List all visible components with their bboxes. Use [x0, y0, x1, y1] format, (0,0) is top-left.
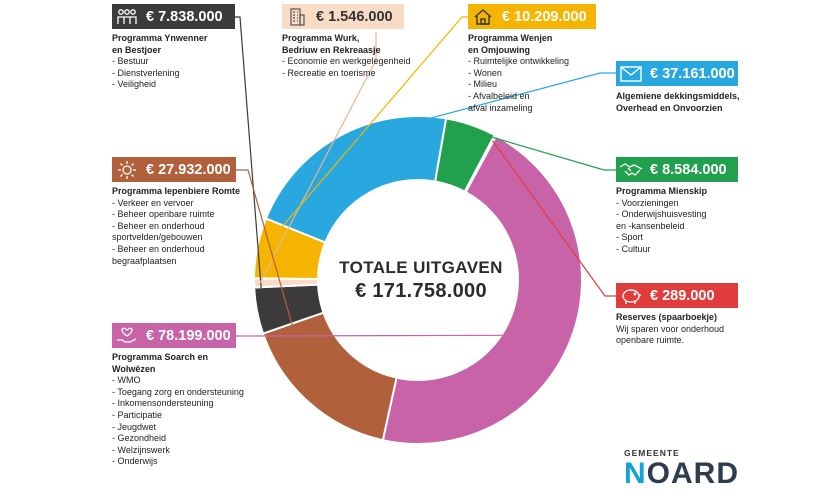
desc-reserves: Wij sparen voor onderhoud openbare ruimt… [616, 323, 725, 346]
list-item-iepenbiere: Verkeer en vervoer [112, 198, 240, 210]
logo-top-text: GEMEENTE [624, 448, 680, 458]
leader-line [468, 129, 616, 171]
info-wurk: Programma Wurk, Bedriuw en Rekreaasje Ec… [282, 33, 411, 79]
list-item-soarch: Jeugdwet [112, 422, 244, 434]
piggy-bank-icon [616, 283, 646, 308]
house-icon [468, 4, 498, 29]
list-item-soarch: Inkomensondersteuning [112, 398, 244, 410]
heading-iepenbiere: Programma Iepenbiere Romte [112, 186, 241, 196]
heading-soarch: Programma Soarch en Wolwêzen [112, 352, 209, 374]
heading-reserves: Reserves (spaarboekje) [616, 312, 718, 322]
list-soarch: WMOToegang zorg en ondersteuningInkomens… [112, 375, 244, 468]
info-algemien: Algemiene dekkingsmiddels, Overhead en O… [616, 91, 740, 114]
list-item-soarch: Participatie [112, 410, 244, 422]
amount-iepenbiere: € 27.932.000 [146, 161, 231, 178]
list-iepenbiere: Verkeer en vervoerBeheer openbare ruimte… [112, 198, 240, 268]
chart-center-label: TOTALE UITGAVEN € 171.758.000 [306, 258, 536, 303]
amount-soarch: € 78.199.000 [146, 327, 231, 344]
list-wurk: Economie en werkgelegenheidRecreatie en … [282, 56, 411, 79]
chart-title: TOTALE UITGAVEN [339, 258, 503, 277]
list-item-wenjen: Wonen [468, 68, 569, 80]
list-item-wurk: Economie en werkgelegenheid [282, 56, 411, 68]
list-item-soarch: Welzijnswerk [112, 445, 244, 457]
leader-line [492, 140, 616, 297]
building-icon [282, 4, 312, 29]
list-item-mienskip: Sport [616, 232, 707, 244]
people-icon [112, 4, 142, 29]
amount-mienskip: € 8.584.000 [650, 161, 727, 178]
amount-reserves: € 289.000 [650, 287, 715, 304]
badge-iepenbiere: € 27.932.000 [112, 157, 236, 182]
list-item-soarch: Gezondheid [112, 433, 244, 445]
list-item-mienskip: Onderwijshuisvesting en -kansenbeleid [616, 209, 707, 232]
leader-line [262, 16, 468, 250]
heading-wurk: Programma Wurk, Bedriuw en Rekreaasje [282, 33, 381, 55]
leader-line [235, 16, 264, 310]
heading-ynwenner: Programma Ynwenner en Bestjoer [112, 33, 208, 55]
badge-ynwenner: € 7.838.000 [112, 4, 235, 29]
heading-algemien: Algemiene dekkingsmiddels, Overhead en O… [616, 91, 740, 113]
amount-wenjen: € 10.209.000 [502, 8, 587, 25]
hand-heart-icon [112, 323, 142, 348]
list-item-soarch: WMO [112, 375, 244, 387]
amount-ynwenner: € 7.838.000 [146, 8, 223, 25]
badge-reserves: € 289.000 [616, 283, 738, 308]
donut-slice [252, 217, 327, 280]
info-soarch: Programma Soarch en Wolwêzen WMOToegang … [112, 352, 244, 468]
donut-slice [261, 311, 398, 442]
list-ynwenner: BestuurDienstverleningVeiligheid [112, 56, 207, 91]
list-item-soarch: Onderwijs [112, 456, 244, 468]
info-ynwenner: Programma Ynwenner en Bestjoer BestuurDi… [112, 33, 207, 91]
heading-wenjen: Programma Wenjen en Omjouwing [468, 33, 553, 55]
list-item-wenjen: Ruimtelijke ontwikkeling [468, 56, 570, 68]
leader-line [236, 169, 314, 399]
list-item-mienskip: Cultuur [616, 244, 707, 256]
sun-icon [112, 157, 142, 182]
donut-slice [381, 134, 583, 445]
badge-soarch: € 78.199.000 [112, 323, 236, 348]
donut-slice [264, 115, 448, 244]
leader-line [341, 72, 616, 143]
info-iepenbiere: Programma Iepenbiere Romte Verkeer en ve… [112, 186, 240, 267]
list-item-ynwenner: Bestuur [112, 56, 207, 68]
leader-line [236, 334, 567, 337]
badge-wurk: € 1.546.000 [282, 4, 404, 29]
badge-algemien: € 37.161.000 [616, 61, 738, 86]
list-item-ynwenner: Dienstverlening [112, 68, 207, 80]
list-item-wurk: Recreatie en toerisme [282, 68, 411, 80]
logo-wordmark: NOARD [624, 459, 739, 489]
list-item-iepenbiere: Beheer openbare ruimte [112, 209, 240, 221]
handshake-icon [616, 157, 646, 182]
list-item-iepenbiere: Beheer en onderhoud begraafplaatsen [112, 244, 240, 267]
amount-wurk: € 1.546.000 [316, 8, 393, 25]
chart-total: € 171.758.000 [355, 280, 487, 302]
envelope-icon [616, 61, 646, 86]
info-mienskip: Programma Mienskip VoorzieningenOnderwij… [616, 186, 707, 256]
logo-rest: OARD [646, 457, 740, 490]
badge-mienskip: € 8.584.000 [616, 157, 738, 182]
info-wenjen: Programma Wenjen en Omjouwing Ruimtelijk… [468, 33, 569, 114]
list-item-wenjen: Milieu [468, 79, 569, 91]
list-mienskip: VoorzieningenOnderwijshuisvesting en -ka… [616, 198, 707, 256]
info-reserves: Reserves (spaarboekje) Wij sparen voor o… [616, 312, 724, 347]
list-item-wenjen: Afvalbeleid en afval inzameling [468, 91, 569, 114]
list-item-soarch: Toegang zorg en ondersteuning [112, 387, 244, 399]
gemeente-noard-logo: GEMEENTE NOARD [624, 448, 739, 489]
list-item-mienskip: Voorzieningen [616, 198, 707, 210]
list-item-iepenbiere: Beheer en onderhoud sportvelden/gebouwen [112, 221, 240, 244]
amount-algemien: € 37.161.000 [650, 65, 735, 82]
heading-mienskip: Programma Mienskip [616, 186, 708, 196]
logo-letter-n: N [624, 457, 647, 490]
list-wenjen: Ruimtelijke ontwikkelingWonenMilieuAfval… [468, 56, 569, 114]
list-item-ynwenner: Veiligheid [112, 79, 207, 91]
badge-wenjen: € 10.209.000 [468, 4, 596, 29]
